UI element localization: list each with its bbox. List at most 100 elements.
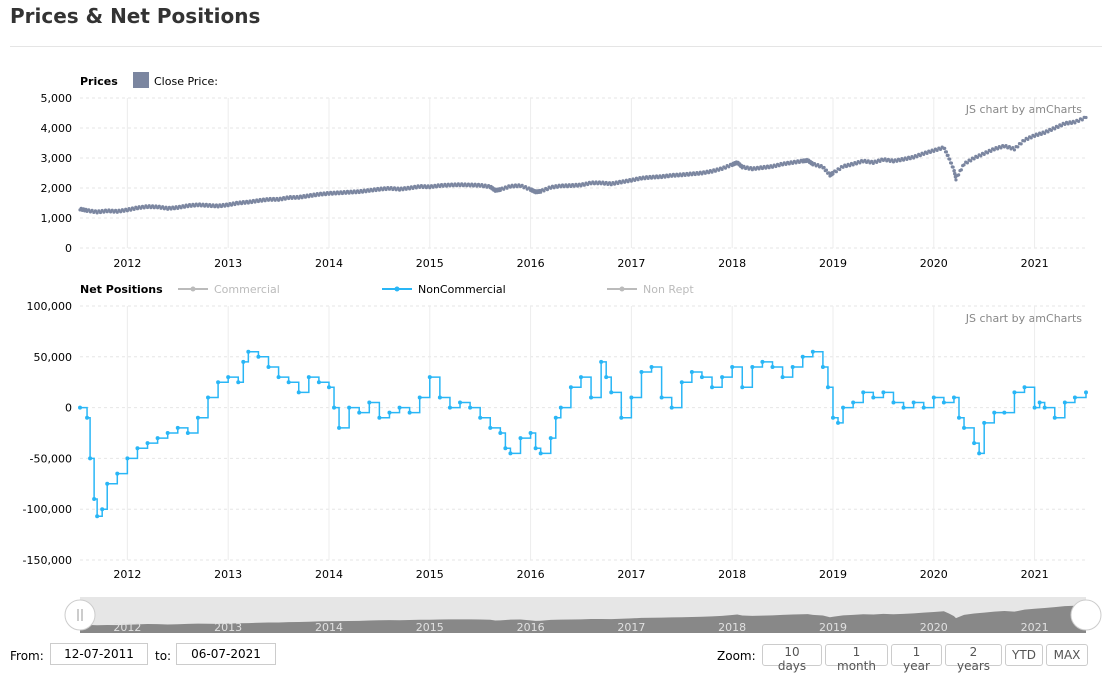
commercial-legend-label[interactable]: Commercial: [214, 283, 280, 296]
chart-area[interactable]: Prices Close Price: JS chart by amCharts…: [0, 0, 1114, 640]
noncommercial-point: [830, 415, 835, 420]
close-price-point: [957, 173, 961, 177]
noncommercial-point: [397, 405, 402, 410]
close-price-point: [523, 185, 528, 189]
noncommercial-point: [306, 375, 311, 380]
close-price-point: [996, 147, 1000, 151]
navigator-left-grip[interactable]: [64, 599, 96, 631]
navigator-xtick-label: 2015: [416, 621, 444, 634]
prices-ytick-label: 3,000: [41, 152, 73, 165]
net-positions-xtick-label: 2016: [517, 568, 545, 581]
close-price-point: [975, 155, 980, 159]
noncommercial-line: [80, 350, 1087, 518]
close-price-point: [932, 149, 936, 153]
noncommercial-series: [78, 349, 1088, 519]
non-rept-legend-dot: [619, 286, 625, 292]
zoom-1-month-button[interactable]: 1 month: [825, 644, 888, 673]
close-price-point: [905, 157, 909, 161]
navigator-xtick-label: 2018: [718, 621, 746, 634]
close-price-point: [875, 160, 879, 164]
noncommercial-point: [165, 431, 170, 435]
close-price-point: [505, 186, 509, 190]
noncommercial-point: [175, 425, 180, 430]
prices-grid: [80, 97, 1086, 249]
commercial-legend-item[interactable]: Commercial: [178, 283, 280, 296]
close-price-point: [1036, 133, 1040, 137]
to-label: to:: [155, 649, 172, 663]
noncommercial-point: [115, 471, 120, 476]
noncommercial-point: [609, 390, 614, 395]
close-price-point: [1029, 136, 1033, 140]
close-price-point: [819, 164, 823, 168]
close-price-point: [1053, 127, 1057, 131]
noncommercial-point: [125, 456, 130, 461]
noncommercial-point: [780, 375, 785, 380]
navigator-right-grip[interactable]: [1070, 599, 1102, 631]
page-title: Prices & Net Positions: [10, 4, 261, 28]
noncommercial-legend-label[interactable]: NonCommercial: [418, 283, 506, 296]
net-positions-xtick-label: 2012: [113, 568, 141, 581]
zoom-ytd-button[interactable]: YTD: [1005, 644, 1043, 666]
zoom-2-years-button[interactable]: 2 years: [945, 644, 1002, 673]
noncommercial-point: [241, 359, 246, 364]
close-price-point: [938, 147, 943, 151]
close-price-point: [545, 188, 549, 192]
close-price-legend-label[interactable]: Close Price:: [154, 75, 218, 88]
net-positions-y-axis: -150,000 -100,000 -50,000 0 50,000 100,000: [23, 300, 72, 567]
noncommercial-point: [750, 364, 755, 369]
close-price-point: [539, 190, 543, 194]
close-price-point: [1049, 128, 1053, 132]
close-price-point: [582, 183, 586, 187]
net-positions-xtick-label: 2014: [315, 568, 343, 581]
noncommercial-point: [861, 390, 866, 395]
close-price-point: [982, 152, 986, 156]
close-price-point: [633, 178, 637, 182]
zoom-10-days-button[interactable]: 10 days: [762, 644, 822, 673]
noncommercial-point: [982, 420, 987, 425]
noncommercial-point: [478, 415, 483, 420]
close-price-point: [1046, 130, 1050, 134]
noncommercial-point: [639, 370, 644, 375]
close-price-point: [1077, 119, 1081, 123]
close-price-point: [944, 150, 948, 154]
to-date-input[interactable]: [176, 643, 276, 665]
noncommercial-point: [326, 385, 331, 390]
noncommercial-point: [901, 405, 906, 410]
net-positions-xtick-label: 2021: [1021, 568, 1049, 581]
zoom-max-button[interactable]: MAX: [1046, 644, 1088, 666]
noncommercial-point: [689, 370, 694, 375]
amcharts-credit-2[interactable]: JS chart by amCharts: [965, 312, 1082, 325]
net-positions-ytick-label: -100,000: [23, 503, 72, 516]
noncommercial-point: [1062, 400, 1067, 405]
net-positions-ytick-label: 100,000: [27, 300, 73, 313]
navigator-xtick-label: 2014: [315, 621, 343, 634]
from-date-input[interactable]: [50, 643, 148, 665]
non-rept-legend-label[interactable]: Non Rept: [643, 283, 694, 296]
zoom-label: Zoom:: [717, 649, 756, 663]
close-price-point: [1019, 142, 1023, 146]
close-price-legend-swatch[interactable]: [133, 72, 149, 88]
noncommercial-point: [699, 375, 704, 380]
noncommercial-point: [538, 451, 543, 456]
close-price-point: [816, 163, 820, 167]
non-rept-legend-item[interactable]: Non Rept: [607, 283, 694, 296]
noncommercial-point: [820, 364, 825, 369]
noncommercial-point: [407, 410, 412, 415]
close-price-point: [928, 150, 933, 154]
noncommercial-point: [1032, 405, 1037, 410]
prices-xtick-label: 2013: [214, 257, 242, 270]
navigator-scrollbar[interactable]: 2012 2013 2014 2015 2016 2017 2018 2019 2020 2021: [64, 597, 1102, 634]
close-price-point: [723, 166, 728, 170]
close-price-point: [841, 165, 845, 169]
close-price-point: [901, 158, 906, 162]
noncommercial-point: [599, 359, 604, 364]
navigator-xtick-label: 2020: [920, 621, 948, 634]
noncommercial-legend-item[interactable]: NonCommercial: [382, 283, 506, 296]
noncommercial-point: [276, 375, 281, 380]
close-price-point: [774, 164, 778, 169]
noncommercial-point: [871, 395, 876, 400]
zoom-1-year-button[interactable]: 1 year: [891, 644, 942, 673]
amcharts-credit[interactable]: JS chart by amCharts: [965, 103, 1082, 116]
noncommercial-point: [332, 405, 337, 410]
close-price-point: [710, 170, 714, 174]
